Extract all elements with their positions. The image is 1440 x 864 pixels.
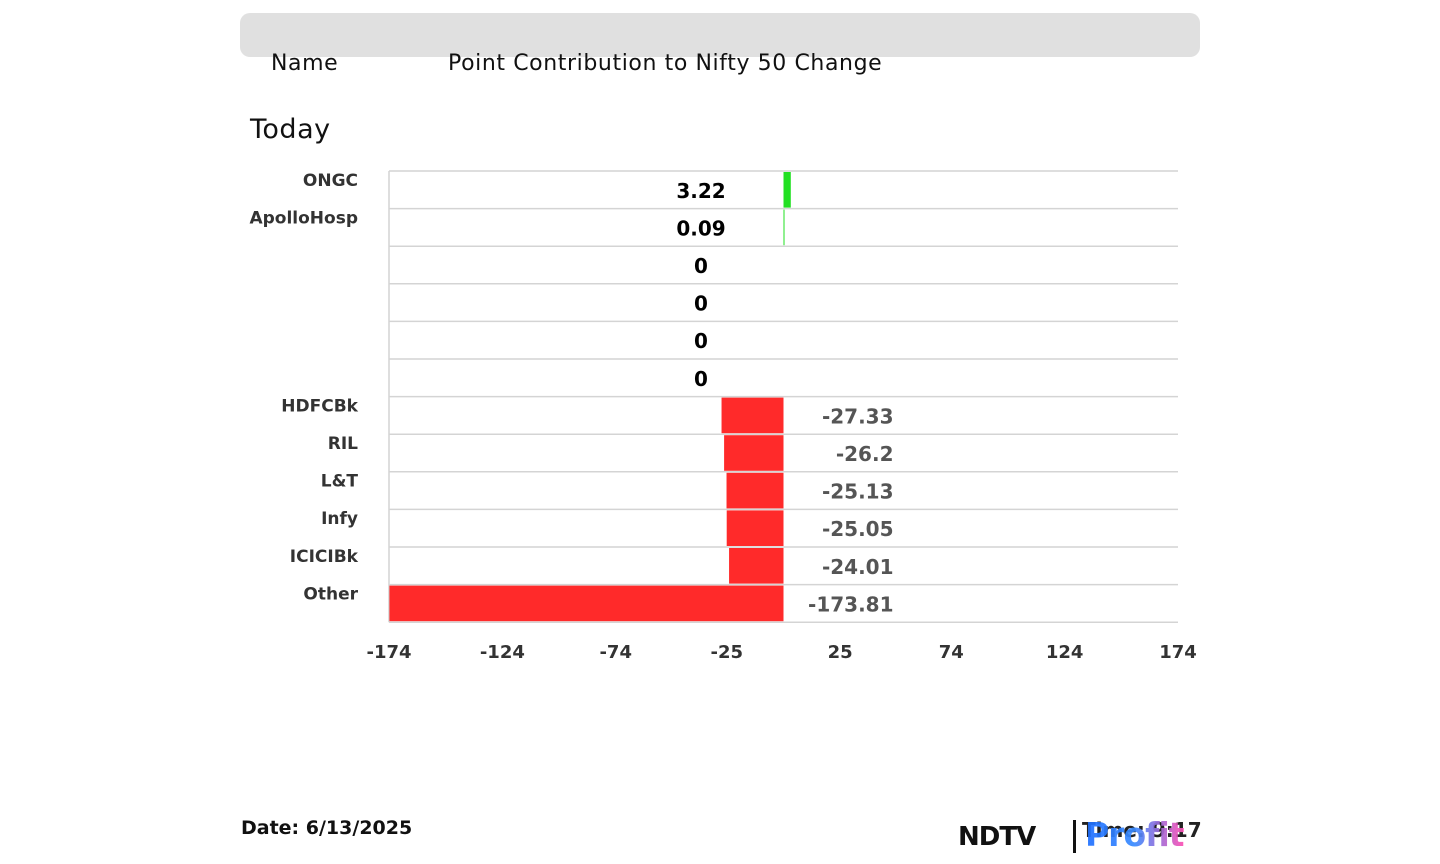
profit-logo: Profit: [1085, 815, 1185, 854]
value-label: 0: [694, 329, 708, 353]
name-column-header: Name: [271, 51, 339, 76]
category-label: Other: [303, 584, 358, 604]
logo-separator: [1073, 820, 1076, 853]
value-label: -26.2: [836, 442, 894, 466]
category-label: HDFCBk: [281, 396, 358, 416]
x-tick-label: -174: [366, 642, 411, 663]
bar: [726, 472, 784, 509]
x-tick-label: 25: [828, 642, 853, 663]
value-label: 0.09: [676, 216, 725, 240]
category-label: RIL: [328, 434, 358, 454]
x-tick-label: -25: [711, 642, 744, 663]
bar: [783, 172, 791, 208]
value-label: -25.05: [822, 517, 894, 541]
category-label: Infy: [321, 509, 358, 529]
category-label: L&T: [321, 472, 359, 492]
bar: [724, 435, 784, 471]
x-tick-label: 174: [1159, 642, 1197, 663]
x-tick-label: -74: [599, 642, 632, 663]
bar: [721, 397, 784, 434]
value-label: -25.13: [822, 480, 894, 504]
value-label: 0: [694, 367, 708, 391]
value-label: -27.33: [822, 404, 894, 428]
chart-title: Point Contribution to Nifty 50 Change: [448, 51, 883, 76]
category-label: ApolloHosp: [249, 208, 358, 228]
x-tick-label: 74: [939, 642, 964, 663]
value-label: -24.01: [822, 555, 894, 579]
x-tick-label: -124: [480, 642, 525, 663]
ndtv-logo: NDTV: [958, 822, 1036, 852]
contribution-chart: ONGC 3.22 ApolloHosp 0.09 0 0 0 0 HDFCBk -27.33 RI…: [249, 170, 1197, 663]
value-label: 0: [694, 254, 708, 278]
date-label: Date: 6/13/2025: [241, 817, 413, 839]
value-label: 3.22: [676, 179, 725, 203]
period-label: Today: [250, 114, 331, 145]
x-tick-label: 124: [1046, 642, 1084, 663]
bar: [389, 585, 784, 622]
value-label: -173.81: [808, 592, 893, 616]
category-label: ICICIBk: [290, 547, 359, 567]
category-label: ONGC: [303, 171, 358, 191]
bar: [783, 209, 785, 246]
header-bar: [240, 13, 1200, 57]
value-label: 0: [694, 292, 708, 316]
time-label: Time: 9:17: [1082, 818, 1202, 842]
bar: [726, 510, 784, 546]
bar: [729, 548, 784, 584]
